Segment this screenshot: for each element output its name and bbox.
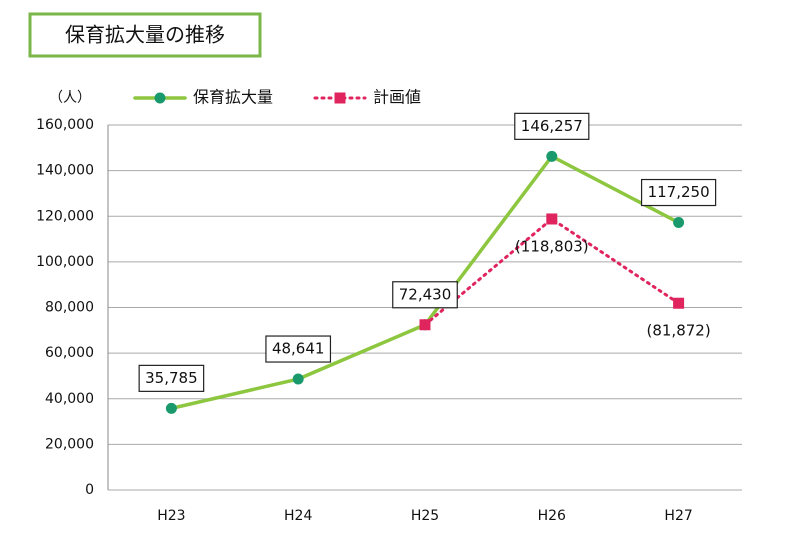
- data-point: [546, 213, 558, 225]
- data-label-box: [138, 364, 205, 392]
- y-tick-label: 0: [85, 482, 94, 498]
- y-tick-label: 120,000: [36, 208, 94, 224]
- x-tick-label: H25: [411, 508, 439, 524]
- x-tick-label: H24: [284, 508, 312, 524]
- data-point: [546, 150, 558, 162]
- data-label: 72,430: [399, 285, 452, 303]
- x-tick-label: H23: [157, 508, 185, 524]
- data-label: 35,785: [145, 369, 198, 387]
- legend-marker: [154, 92, 166, 104]
- data-point: [673, 297, 685, 309]
- y-tick-label: 100,000: [36, 254, 94, 270]
- y-tick-label: 40,000: [45, 391, 94, 407]
- y-tick-label: 20,000: [45, 436, 94, 452]
- legend-label: 計画値: [373, 88, 421, 107]
- data-label: (81,872): [646, 322, 710, 340]
- data-label: (118,803): [515, 237, 589, 255]
- y-tick-label: 80,000: [45, 300, 94, 316]
- x-tick-label: H27: [664, 508, 692, 524]
- data-label: 117,250: [648, 183, 710, 201]
- data-label: 48,641: [272, 340, 325, 358]
- x-tick-label: H26: [538, 508, 566, 524]
- data-label-box: [392, 281, 458, 309]
- series-line: [423, 217, 681, 327]
- title-box: [28, 12, 262, 58]
- chart-title: 保育拡大量の推移: [65, 23, 225, 47]
- data-label-box: [265, 335, 332, 363]
- y-axis-label: （人）: [49, 90, 91, 106]
- data-label: 146,257: [521, 117, 583, 135]
- data-point: [419, 319, 431, 331]
- data-point: [165, 402, 177, 414]
- y-tick-label: 60,000: [45, 345, 94, 361]
- data-point: [292, 373, 304, 385]
- y-tick-label: 160,000: [36, 117, 94, 133]
- y-tick-label: 140,000: [36, 163, 94, 179]
- data-label-box: [640, 178, 717, 207]
- data-label-box: [514, 112, 590, 140]
- data-point: [673, 217, 685, 229]
- legend-marker: [334, 92, 346, 104]
- legend-label: 保育拡大量: [193, 88, 273, 107]
